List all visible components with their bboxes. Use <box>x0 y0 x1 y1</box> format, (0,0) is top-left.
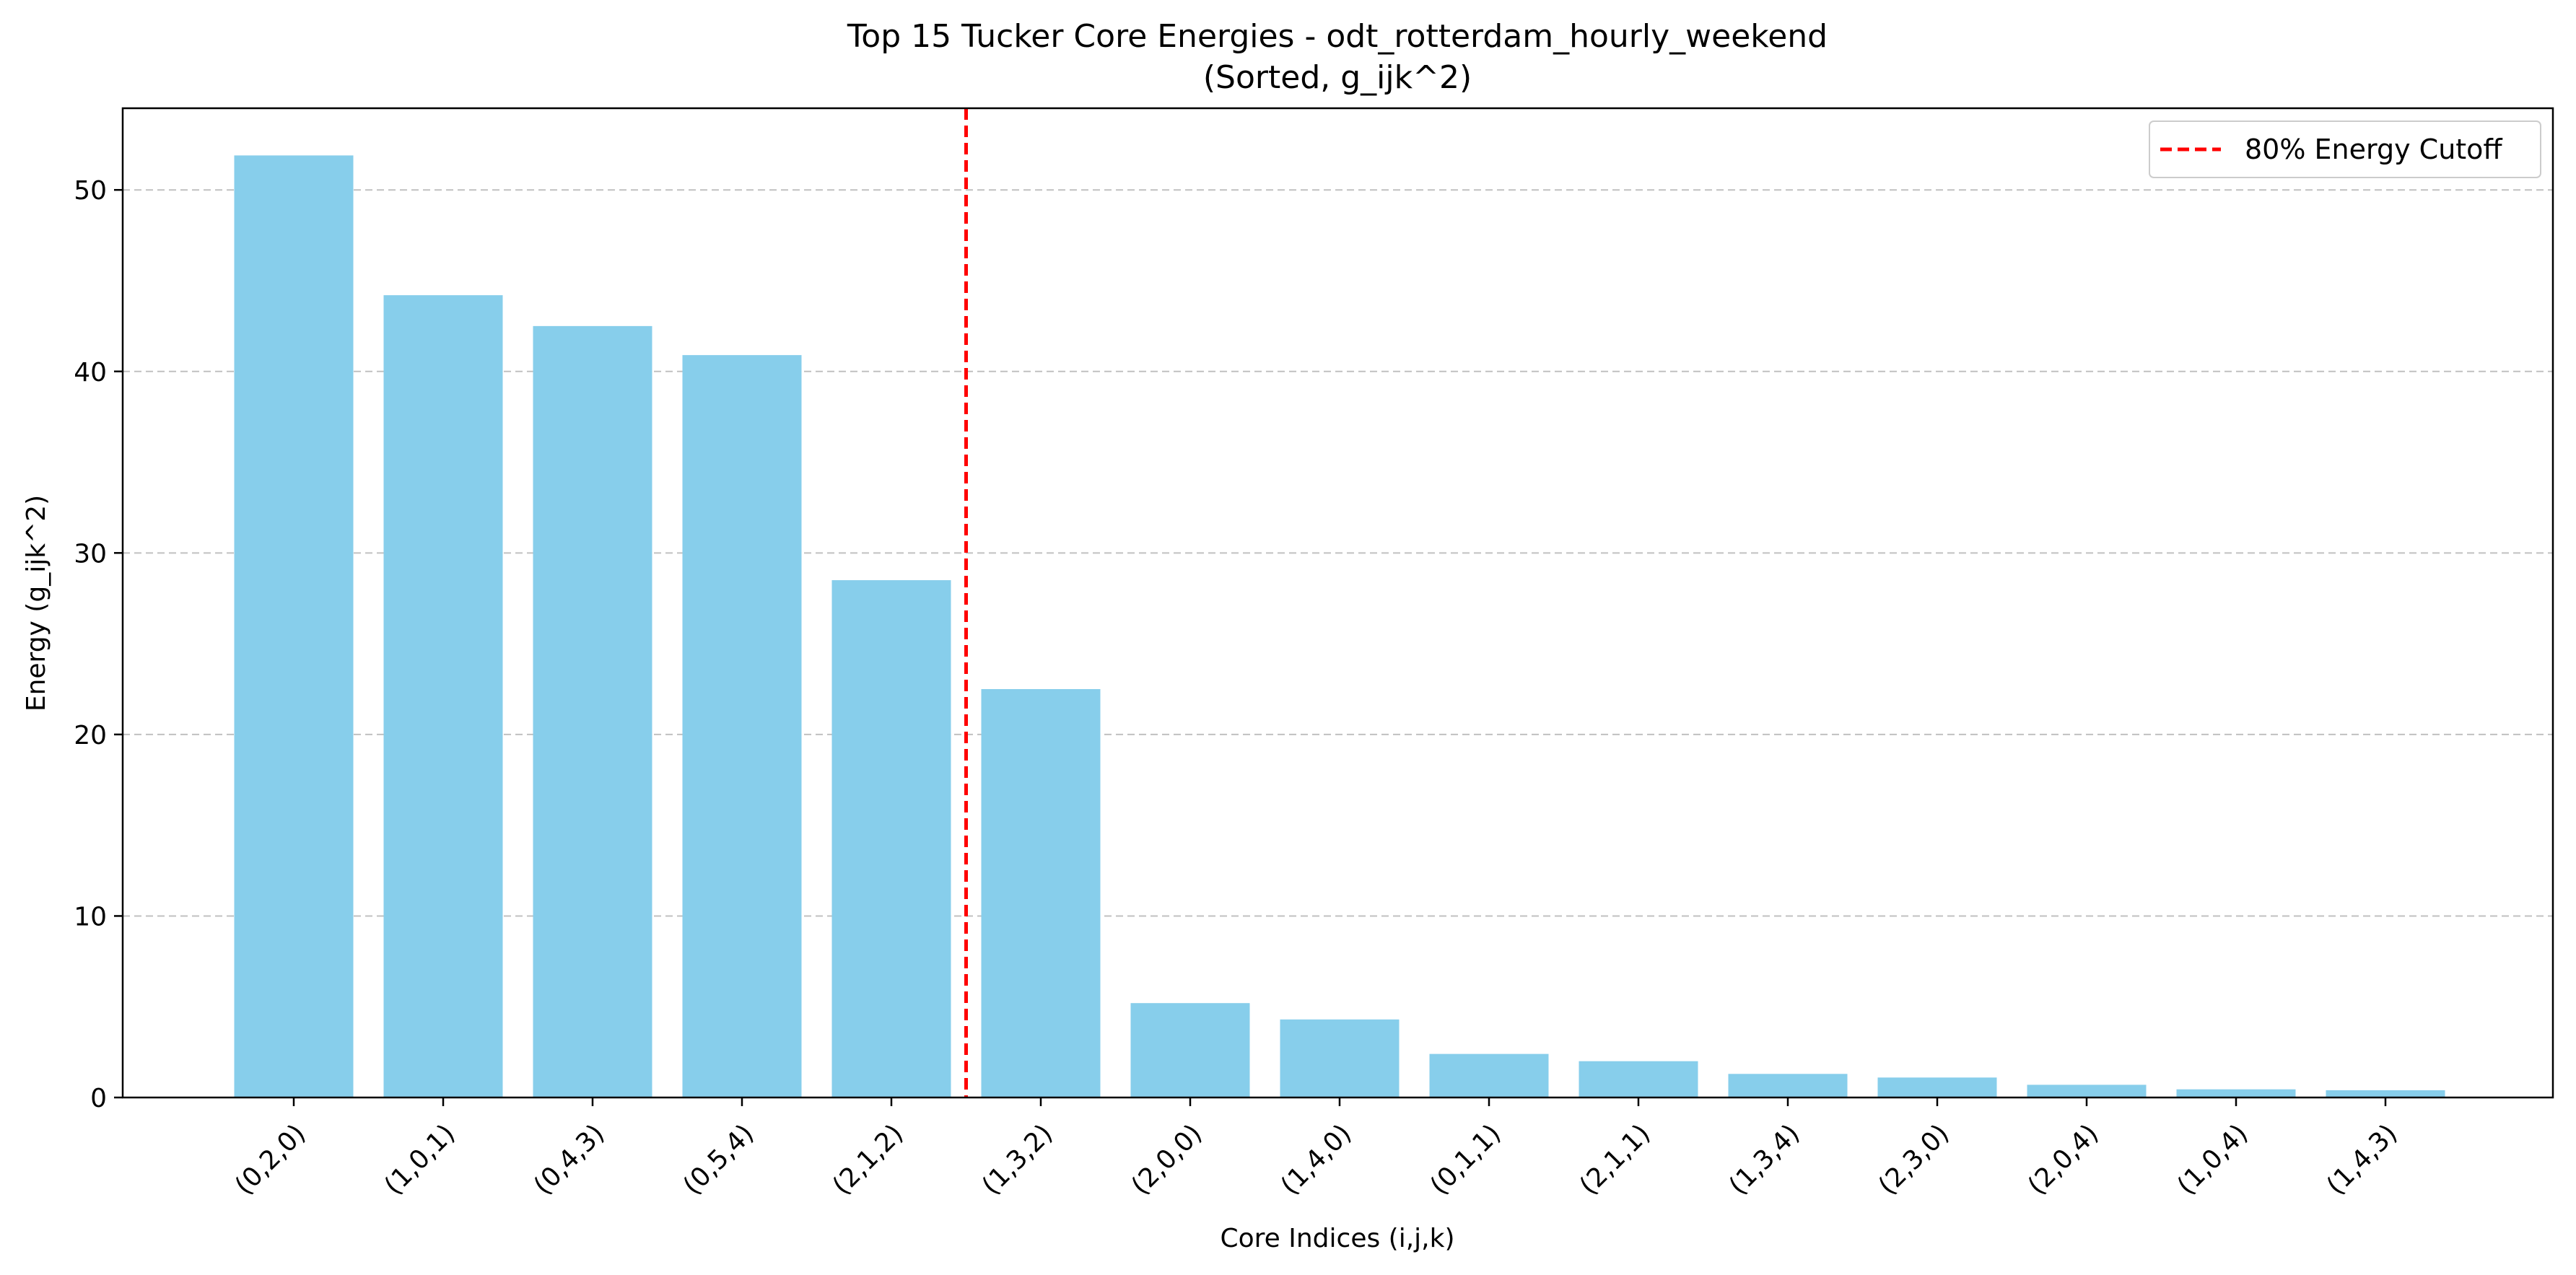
x-tick-label: (2,3,0) <box>1873 1118 1955 1201</box>
x-axis-ticks: (0,2,0) (1,0,1) (0,4,3) (0,5,4) (2,1,2) (1,3,… <box>230 1097 2403 1201</box>
y-tick-label: 50 <box>74 176 107 206</box>
bar <box>2176 1089 2296 1097</box>
legend: 80% Energy Cutoff <box>2149 121 2541 178</box>
bar <box>981 688 1101 1097</box>
bar <box>831 580 951 1097</box>
legend-box <box>2149 121 2541 178</box>
bar <box>1579 1061 1698 1097</box>
x-tick-label: (0,5,4) <box>678 1118 760 1201</box>
x-tick-label: (2,1,1) <box>1574 1118 1656 1201</box>
chart-title: Top 15 Tucker Core Energies - odt_rotter… <box>847 18 1828 55</box>
x-tick-label: (0,2,0) <box>230 1118 312 1201</box>
x-tick-label: (2,1,2) <box>827 1118 909 1201</box>
legend-cutoff-label: 80% Energy Cutoff <box>2245 133 2502 165</box>
bar <box>1130 1003 1250 1097</box>
y-tick-label: 0 <box>90 1084 107 1113</box>
bar <box>2027 1085 2147 1097</box>
plot-frame <box>121 107 2554 1099</box>
bar <box>682 355 802 1097</box>
bar <box>383 295 503 1097</box>
bar <box>234 155 354 1097</box>
x-tick-label: (1,3,2) <box>977 1118 1059 1201</box>
x-tick-label: (1,4,0) <box>1275 1118 1358 1201</box>
bar <box>1280 1019 1400 1097</box>
x-tick-label: (1,3,4) <box>1724 1118 1806 1201</box>
x-tick-label: (0,4,3) <box>528 1118 611 1201</box>
y-tick-label: 10 <box>74 902 107 932</box>
x-axis-label: Core Indices (i,j,k) <box>1220 1224 1454 1253</box>
x-tick-label: (0,1,1) <box>1425 1118 1507 1201</box>
bar <box>1877 1077 1997 1097</box>
y-axis-ticks: 0 10 20 30 40 50 <box>74 176 123 1113</box>
chart-subtitle: (Sorted, g_ijk^2) <box>1203 59 1472 96</box>
x-tick-label: (2,0,0) <box>1126 1118 1208 1201</box>
bar <box>1728 1074 1848 1097</box>
y-tick-label: 30 <box>74 539 107 569</box>
y-axis-label: Energy (g_ijk^2) <box>22 495 51 711</box>
x-tick-label: (1,0,4) <box>2172 1118 2254 1201</box>
y-tick-label: 20 <box>74 721 107 750</box>
grid-lines <box>123 189 2553 917</box>
x-tick-label: (1,0,1) <box>379 1118 461 1201</box>
bar <box>533 325 652 1097</box>
x-tick-label: (2,0,4) <box>2022 1118 2105 1201</box>
bar <box>1429 1053 1549 1097</box>
y-tick-label: 40 <box>74 358 107 387</box>
bars <box>234 155 2445 1097</box>
x-tick-label: (1,4,3) <box>2321 1118 2403 1201</box>
bar <box>2326 1090 2445 1097</box>
